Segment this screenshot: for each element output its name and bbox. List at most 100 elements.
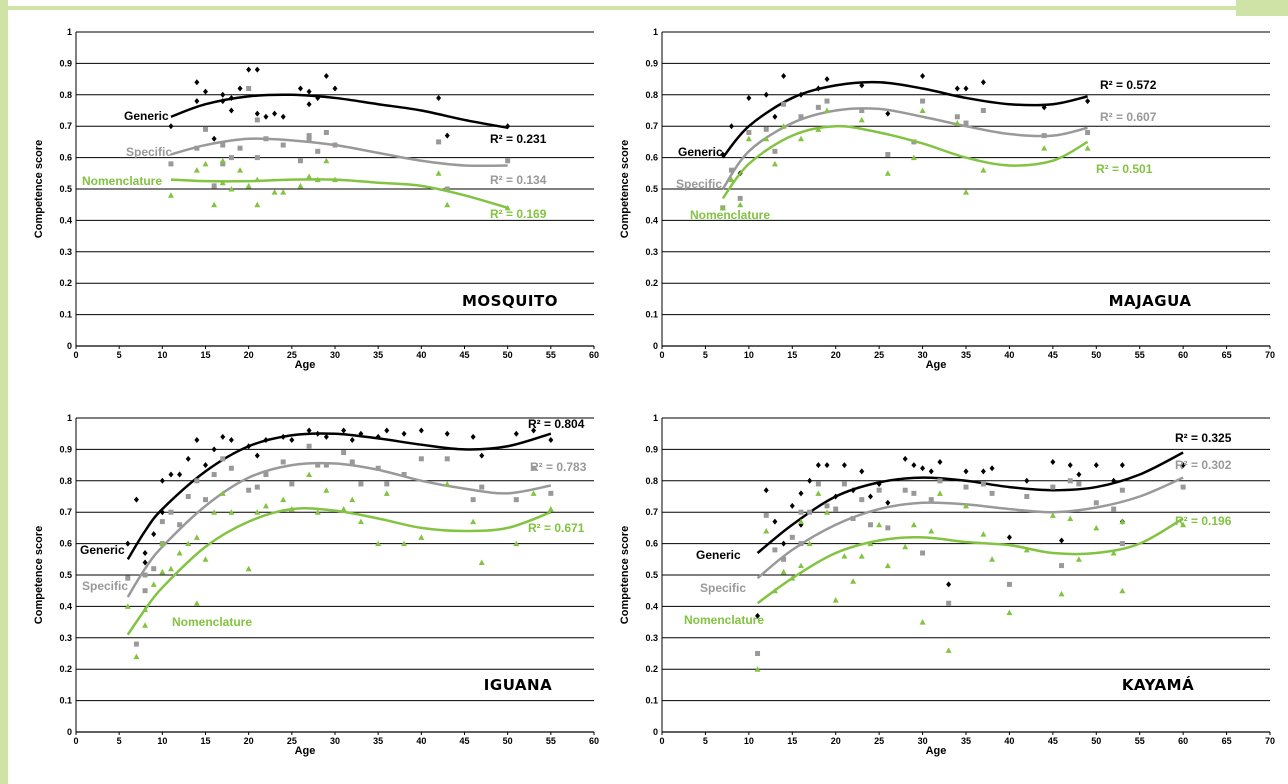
series-nomenclature: Nomenclature R² = 0.671 <box>124 471 585 660</box>
data-point-square <box>479 484 485 490</box>
data-point-diamond <box>548 436 554 443</box>
data-point-triangle <box>124 603 131 609</box>
data-point-square <box>781 556 787 562</box>
data-point-square <box>746 129 752 135</box>
data-point-diamond <box>263 113 269 120</box>
r2-label-nomenclature: R² = 0.169 <box>490 207 547 221</box>
data-point-diamond <box>824 462 830 469</box>
data-point-triangle <box>167 192 174 198</box>
data-point-diamond <box>1076 471 1082 478</box>
r2-label-specific: R² = 0.302 <box>1175 458 1232 472</box>
data-point-diamond <box>332 85 338 92</box>
y-tick-label: 0.4 <box>59 215 72 225</box>
data-point-triangle <box>513 540 520 547</box>
x-tick-label: 5 <box>117 350 122 360</box>
y-tick-label: 0.6 <box>645 153 658 163</box>
data-point-diamond <box>772 113 778 120</box>
data-point-square <box>548 490 554 496</box>
data-point-triangle <box>202 160 209 167</box>
data-point-square <box>807 509 813 515</box>
x-tick-label: 50 <box>503 736 513 746</box>
data-point-diamond <box>203 462 208 469</box>
trend-curve-generic <box>756 451 1184 554</box>
data-point-square <box>254 484 260 490</box>
data-point-diamond <box>859 82 865 89</box>
data-point-triangle <box>1119 587 1126 594</box>
data-point-triangle <box>530 490 537 496</box>
data-point-square <box>436 139 442 145</box>
frame-left-border <box>0 0 8 784</box>
data-point-square <box>963 120 969 126</box>
x-tick-label: 0 <box>73 350 78 360</box>
data-point-triangle <box>1067 515 1074 521</box>
y-tick-label: 0.2 <box>645 278 658 288</box>
data-point-diamond <box>963 468 969 475</box>
series-nomenclature: Nomenclature R² = 0.196 <box>684 490 1232 672</box>
data-point-triangle <box>228 186 235 192</box>
data-point-square <box>306 443 312 449</box>
data-point-diamond <box>159 477 165 484</box>
y-tick-label: 1 <box>67 413 72 423</box>
x-tick-label: 10 <box>157 350 167 360</box>
data-point-diamond <box>280 113 286 120</box>
data-point-triangle <box>728 176 735 183</box>
data-point-square <box>841 481 847 487</box>
y-tick-label: 0.1 <box>59 310 72 320</box>
data-point-square <box>1006 581 1012 587</box>
data-point-diamond <box>220 433 226 440</box>
data-point-diamond <box>246 66 252 73</box>
y-tick-label: 0.3 <box>645 247 658 257</box>
data-point-square <box>401 472 407 478</box>
data-point-triangle <box>910 154 917 161</box>
x-tick-label: 35 <box>373 736 383 746</box>
data-point-square <box>315 148 321 154</box>
r2-label-nomenclature: R² = 0.196 <box>1175 514 1232 528</box>
y-axis-label: Competence score <box>33 526 45 624</box>
data-point-diamond <box>142 550 148 557</box>
data-point-diamond <box>963 85 969 92</box>
data-point-triangle <box>176 550 183 556</box>
data-point-triangle <box>945 647 952 653</box>
data-point-diamond <box>125 540 131 547</box>
data-point-square <box>246 487 252 493</box>
data-point-diamond <box>444 430 450 437</box>
data-point-diamond <box>920 72 926 79</box>
data-point-square <box>280 459 286 465</box>
y-tick-label: 0.4 <box>59 601 72 611</box>
data-point-diamond <box>902 455 908 462</box>
data-point-triangle <box>167 565 174 572</box>
data-point-square <box>928 497 934 503</box>
curve-label-specific: Specific <box>126 145 172 159</box>
x-tick-label: 40 <box>416 350 426 360</box>
data-point-diamond <box>798 490 804 497</box>
y-tick-label: 0.5 <box>645 184 658 194</box>
data-point-triangle <box>771 160 778 167</box>
data-point-diamond <box>436 94 442 101</box>
data-point-diamond <box>297 85 303 92</box>
data-point-square <box>1076 481 1082 487</box>
data-point-square <box>142 588 148 594</box>
x-tick-label: 0 <box>659 736 664 746</box>
y-tick-label: 0.8 <box>645 476 658 486</box>
data-point-square <box>254 117 260 123</box>
panel-majagua: 00.10.20.30.40.50.60.70.80.910 5 10 15 20 25 3… <box>619 27 1275 371</box>
data-point-triangle <box>1084 145 1091 151</box>
data-point-diamond <box>228 107 234 114</box>
x-tick-label: 65 <box>1222 350 1232 360</box>
y-tick-label: 0.3 <box>645 633 658 643</box>
x-tick-label: 50 <box>1091 350 1101 360</box>
y-tick-label: 1 <box>67 27 72 37</box>
r2-label-specific: R² = 0.783 <box>530 460 587 474</box>
data-point-diamond <box>1119 462 1125 469</box>
data-point-triangle <box>963 502 969 509</box>
data-point-triangle <box>1041 145 1048 151</box>
x-tick-label: 55 <box>1135 736 1145 746</box>
data-point-square <box>859 497 865 503</box>
data-point-triangle <box>832 597 839 603</box>
data-point-triangle <box>262 502 269 509</box>
data-point-diamond <box>254 110 260 117</box>
data-point-diamond <box>885 110 891 117</box>
x-tick-label: 40 <box>1004 350 1014 360</box>
data-point-diamond <box>954 85 960 92</box>
x-tick-label: 70 <box>1265 736 1275 746</box>
